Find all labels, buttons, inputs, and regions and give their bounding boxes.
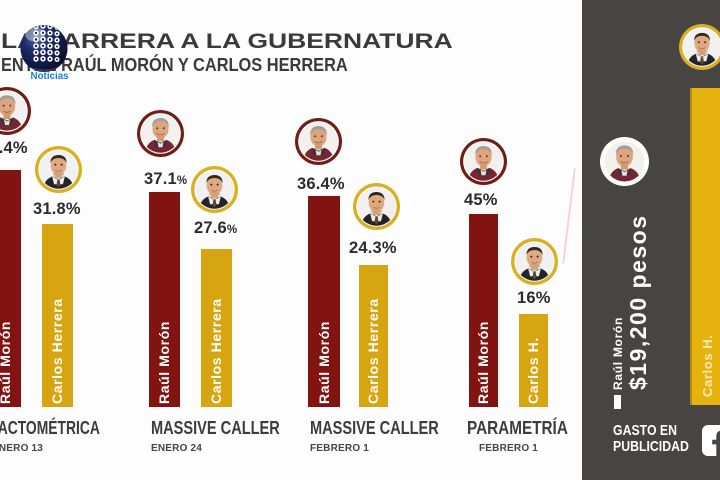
- svg-text:Noticias: Noticias: [31, 71, 70, 82]
